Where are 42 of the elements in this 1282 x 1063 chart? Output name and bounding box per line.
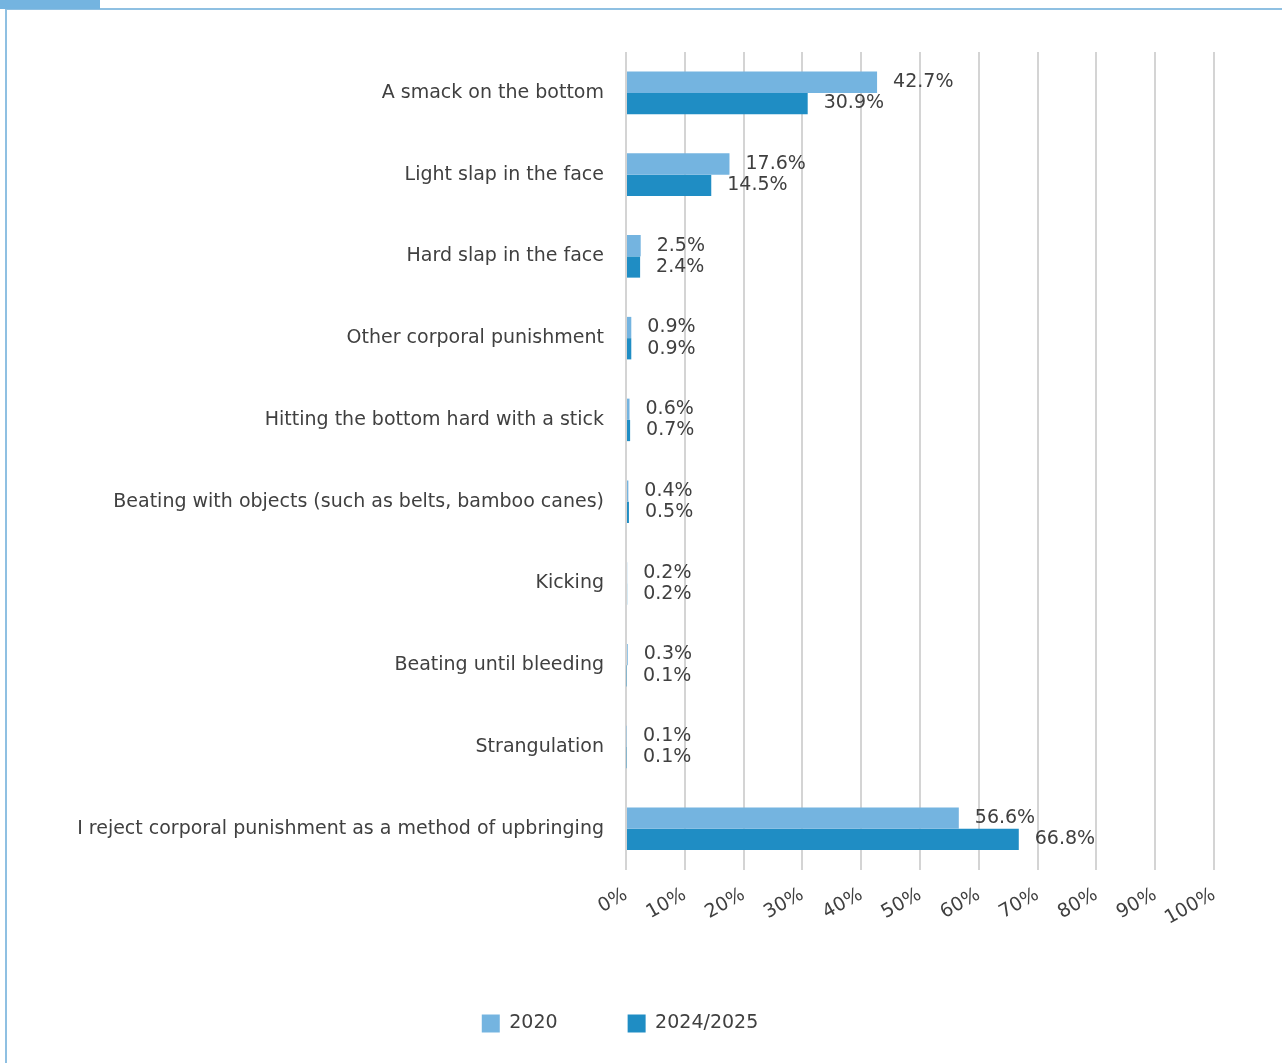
text: 0.9% — [647, 314, 696, 337]
x-tick-label: 0% — [593, 882, 631, 916]
y-tick-label: A smack on the bottom — [381, 79, 604, 102]
text: 0.2% — [643, 559, 692, 582]
x-tick-label: 70% — [994, 882, 1042, 922]
y-tick-label: I reject corporal punishment as a method of upbringing — [77, 815, 604, 838]
y-tick-label: Light slap in the face — [404, 161, 604, 184]
text: 2.4% — [656, 253, 705, 276]
x-tick-label: 20% — [700, 882, 748, 922]
y-tick-label: Hitting the bottom hard with a stick — [264, 406, 604, 429]
text: 0.1% — [643, 744, 692, 767]
y-tick-label: Other corporal punishment — [346, 325, 604, 348]
legend-label: 2024/2025 — [655, 1010, 759, 1033]
text: 42.7% — [893, 69, 954, 92]
y-tick-label: Hard slap in the face — [406, 243, 604, 266]
text: 0.5% — [644, 499, 694, 522]
y-tick-label: Beating with objects (such as belts, bamboo canes) — [113, 488, 604, 511]
x-tick-label: 30% — [759, 882, 807, 922]
text: 0.3% — [643, 641, 693, 664]
text: 0.4% — [644, 477, 693, 500]
y-tick-label: Strangulation — [475, 733, 604, 756]
text: 0.6% — [645, 396, 694, 419]
legend-label: 2020 — [509, 1010, 558, 1033]
x-tick-label: 40% — [818, 882, 866, 922]
text: 0.9% — [647, 335, 696, 358]
x-tick-label: 50% — [876, 882, 925, 922]
text: 0.2% — [643, 580, 692, 603]
x-tick-label: 10% — [641, 882, 690, 922]
text: 17.6% — [745, 150, 806, 173]
text: 0.1% — [643, 723, 692, 746]
x-tick-label: 80% — [1053, 882, 1101, 922]
text: 14.5% — [727, 172, 788, 195]
text: 56.6% — [974, 804, 1036, 827]
y-tick-label: Kicking — [535, 570, 604, 593]
x-tick-label: 60% — [935, 882, 984, 922]
x-tick-label: 90% — [1112, 882, 1160, 922]
y-tick-label: Beating until bleeding — [394, 652, 604, 675]
text: 2.5% — [656, 232, 705, 255]
text: 66.8% — [1034, 826, 1096, 849]
text: 0.7% — [646, 417, 695, 440]
text: 0.1% — [643, 662, 692, 685]
text: 30.9% — [823, 90, 885, 113]
